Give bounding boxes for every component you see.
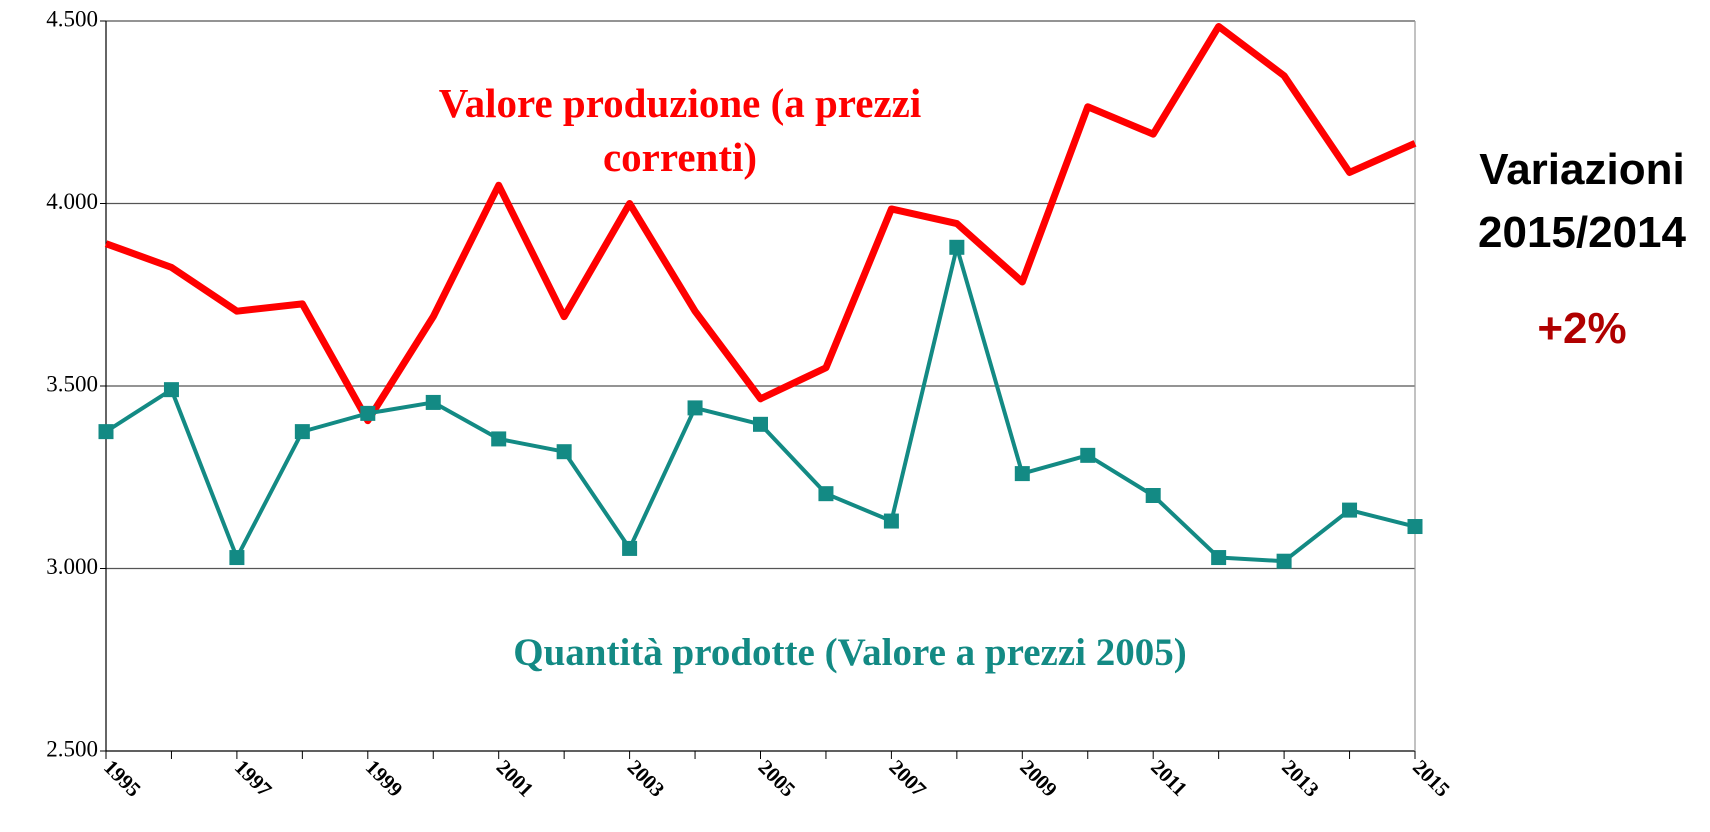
series-marker — [425, 394, 441, 410]
series-label: Valore produzione (a prezzi correnti) — [438, 80, 922, 180]
x-tick-label: 1999 — [361, 755, 408, 802]
series-marker — [818, 486, 834, 502]
series-marker — [229, 550, 245, 566]
series-marker — [1014, 466, 1030, 482]
x-tick-label: 2013 — [1277, 755, 1324, 802]
series-line — [104, 22, 1417, 425]
series-marker — [1342, 502, 1358, 518]
series-label: Quantità prodotte (Valore a prezzi 2005) — [513, 631, 1187, 674]
annotation: +2% — [1537, 304, 1627, 353]
y-tick-label: 2.500 — [46, 736, 98, 761]
series-marker — [491, 431, 507, 447]
y-tick-label: 3.500 — [46, 371, 98, 396]
series-marker — [1276, 553, 1292, 569]
series-marker — [360, 405, 376, 421]
series-marker — [949, 239, 965, 255]
annotation: Variazioni 2015/2014 — [1478, 145, 1686, 257]
series-marker — [163, 382, 179, 398]
series-marker — [1145, 488, 1161, 503]
x-tick-label: 2001 — [492, 755, 539, 802]
series-marker — [1211, 550, 1227, 566]
series-marker — [294, 424, 310, 440]
series-marker — [883, 513, 899, 529]
x-tick-label: 2003 — [623, 755, 670, 802]
x-tick-label: 2011 — [1146, 755, 1192, 801]
x-tick-label: 2005 — [754, 755, 801, 802]
x-tick-label: 2009 — [1015, 755, 1062, 802]
x-tick-label: 2007 — [884, 755, 931, 802]
series-marker — [687, 400, 703, 416]
series-line — [104, 245, 1416, 564]
y-tick-label: 4.500 — [46, 6, 98, 31]
series-marker — [622, 540, 638, 556]
x-tick-label: 1997 — [230, 755, 277, 802]
series-marker — [1407, 519, 1423, 535]
series-marker — [753, 416, 768, 432]
y-tick-label: 3.000 — [46, 554, 98, 579]
series-marker — [556, 444, 572, 460]
series-marker — [1080, 447, 1096, 463]
x-tick-label: 1995 — [99, 755, 146, 802]
series-marker — [98, 424, 114, 440]
x-tick-label: 2015 — [1408, 755, 1455, 802]
y-tick-label: 4.000 — [46, 189, 98, 214]
